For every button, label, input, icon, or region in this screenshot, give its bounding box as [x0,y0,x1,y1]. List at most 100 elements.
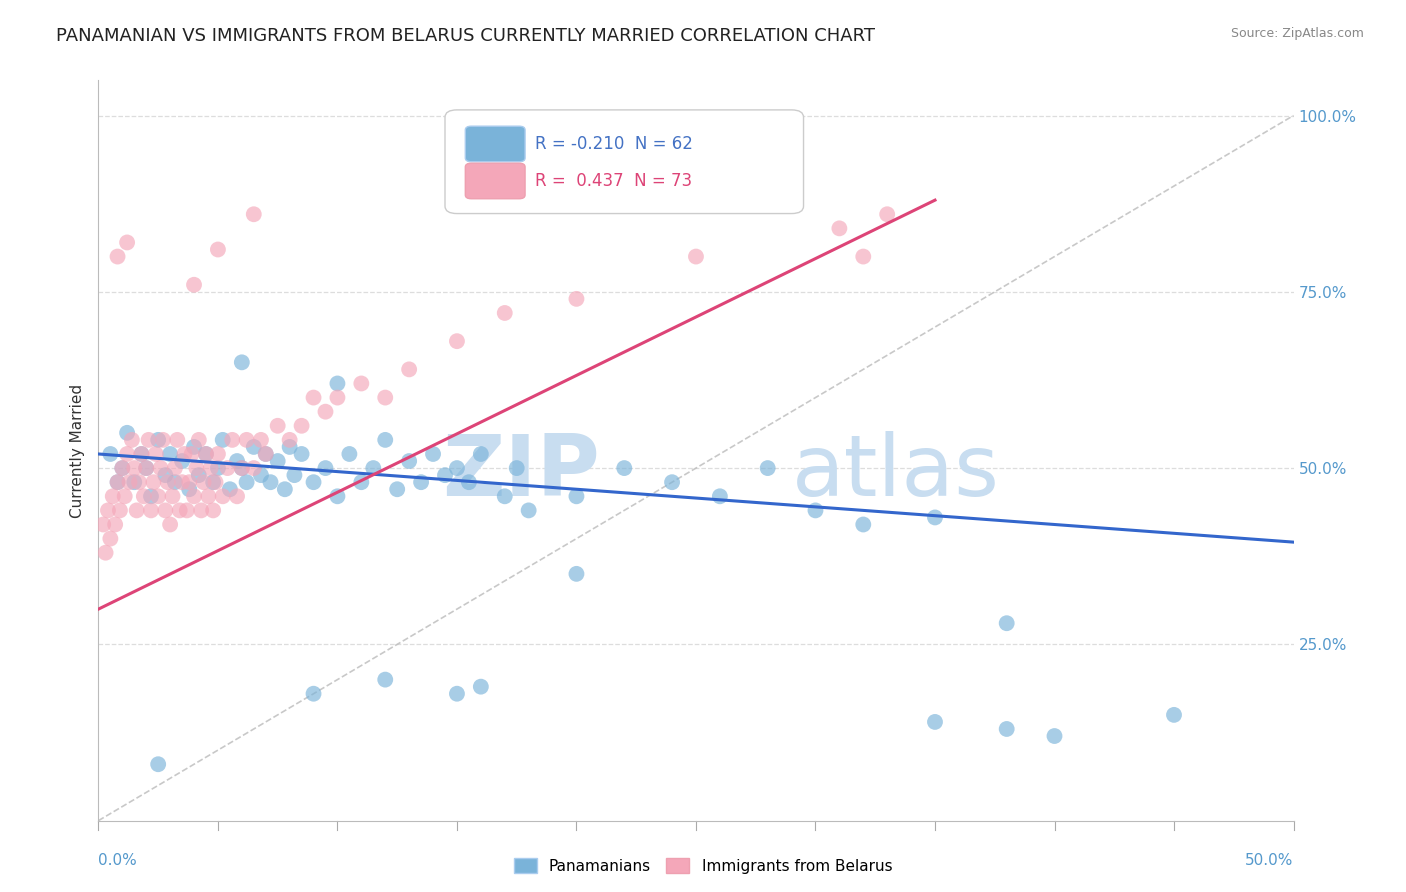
Point [613,461,636,475]
Point [254,447,277,461]
Point [104,517,127,532]
Point [259,475,281,490]
Point [494,489,516,503]
Point [278,440,301,454]
Point [302,391,325,405]
Point [291,418,314,433]
Text: 50.0%: 50.0% [1246,853,1294,868]
Point [326,489,349,503]
Point [163,461,186,475]
Point [98,532,122,546]
Point [243,207,266,221]
Point [173,447,195,461]
Point [374,673,396,687]
Point [148,757,170,772]
Point [138,433,160,447]
FancyBboxPatch shape [465,163,524,199]
Point [162,489,184,503]
Point [145,447,167,461]
Point [183,440,205,454]
Point [470,680,492,694]
Point [195,447,218,461]
Point [517,503,540,517]
Point [115,235,138,250]
Point [118,475,141,490]
Point [211,489,233,503]
Point [924,714,946,729]
Point [131,447,153,461]
Point [124,461,146,475]
Point [139,489,162,503]
Point [94,546,117,560]
Point [163,475,186,490]
Point [139,503,162,517]
Point [995,722,1018,736]
Point [852,517,875,532]
Point [125,503,148,517]
Point [876,207,898,221]
Point [250,433,273,447]
Point [197,489,219,503]
Point [565,489,588,503]
Point [169,503,191,517]
Point [302,475,325,490]
Point [363,461,385,475]
Point [124,475,146,490]
Point [152,433,174,447]
Point [756,461,779,475]
Point [231,355,253,369]
Point [190,503,212,517]
Point [315,461,337,475]
Point [156,475,179,490]
Point [350,376,373,391]
Point [326,376,349,391]
Point [131,447,153,461]
Point [121,433,143,447]
Point [101,489,124,503]
Point [142,475,165,490]
Point [267,418,290,433]
Point [398,362,420,376]
Point [398,454,420,468]
Point [202,503,225,517]
Point [446,461,468,475]
Point [235,433,257,447]
Point [187,468,209,483]
Point [315,405,337,419]
Point [565,292,588,306]
Point [852,250,875,264]
Point [254,447,277,461]
Point [155,468,177,483]
Point [172,475,194,490]
Point [565,566,588,581]
Point [148,433,170,447]
Point [350,475,373,490]
Point [828,221,851,235]
Point [179,475,201,490]
Point [411,475,433,490]
Point [217,461,239,475]
Point [470,447,492,461]
Point [250,468,273,483]
Point [1043,729,1066,743]
Point [200,461,222,475]
Point [186,461,208,475]
Text: 0.0%: 0.0% [98,853,138,868]
Point [111,461,134,475]
Text: Source: ZipAtlas.com: Source: ZipAtlas.com [1230,27,1364,40]
Point [207,447,229,461]
Point [385,482,409,496]
Point [115,425,138,440]
Point [226,454,249,468]
Point [446,334,468,348]
Text: ZIP: ZIP [443,431,600,514]
Point [221,433,243,447]
Point [107,475,129,490]
Point [159,447,181,461]
Point [219,482,242,496]
Point [278,433,301,447]
Point [148,489,170,503]
Point [458,475,481,490]
Point [243,440,266,454]
FancyBboxPatch shape [446,110,804,213]
